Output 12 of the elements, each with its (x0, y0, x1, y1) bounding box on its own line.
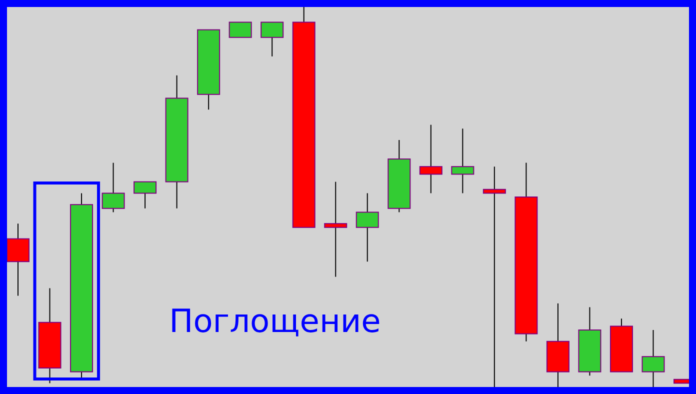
candlestick (482, 166, 506, 387)
candlestick (134, 181, 157, 209)
candlestick (451, 128, 474, 194)
candlestick (260, 22, 284, 57)
candlestick (228, 22, 252, 38)
candlestick (324, 181, 348, 278)
annotation: Поглощение (169, 302, 381, 340)
candlestick (356, 192, 379, 262)
candlestick (419, 124, 442, 194)
candlestick (7, 223, 30, 296)
candlestick (642, 330, 665, 387)
candlestick (102, 162, 125, 213)
